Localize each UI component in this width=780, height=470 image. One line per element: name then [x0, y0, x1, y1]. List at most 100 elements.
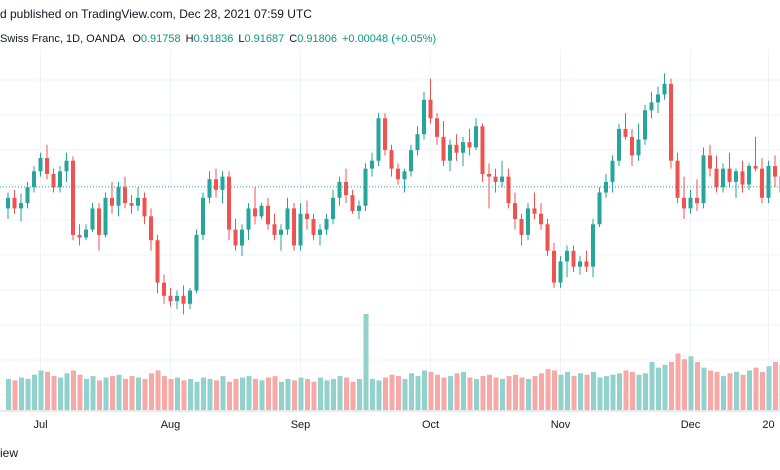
candle-body [454, 144, 459, 153]
volume-bar [12, 380, 18, 410]
candle-body [220, 176, 225, 190]
volume-bar [149, 373, 154, 410]
candle-body [370, 160, 374, 169]
candle-body [526, 208, 530, 235]
candle-body [240, 229, 244, 246]
candle-body [760, 168, 764, 198]
candle-body [136, 197, 140, 206]
candle-body [207, 179, 212, 198]
volume-bar [415, 376, 421, 410]
volume-bar [6, 378, 11, 410]
candle-body [253, 208, 257, 217]
volume-bar [441, 377, 447, 410]
candle-body [415, 134, 420, 151]
volume-bar [188, 378, 193, 410]
volume-bar [71, 370, 76, 410]
candle-body [474, 126, 478, 148]
candle-body [441, 136, 446, 161]
volume-bar [428, 371, 434, 410]
candle-body [285, 208, 290, 230]
candle-body [480, 126, 485, 174]
candle-body [259, 205, 264, 217]
volume-bar [376, 380, 382, 410]
candle-body [363, 168, 368, 206]
volume-bar [207, 378, 213, 410]
volume-bar [116, 374, 122, 410]
candle-body [123, 187, 127, 204]
volume-bar [558, 374, 564, 410]
volume-bar [487, 374, 492, 410]
volume-bar [337, 376, 343, 410]
candle-body [149, 216, 153, 241]
candle-body [448, 144, 452, 161]
candle-body [51, 173, 56, 188]
open-label: O [132, 33, 141, 45]
candle-body [565, 250, 569, 262]
candle-body [168, 295, 173, 302]
close-value: 0.91806 [297, 33, 337, 45]
volume-bar [58, 377, 63, 410]
candle-body [623, 128, 628, 137]
volume-bar [389, 374, 395, 410]
volume-bar [636, 374, 642, 410]
volume-bar [610, 374, 616, 410]
x-tick-label: Nov [551, 419, 571, 431]
volume-bar [591, 371, 596, 410]
candle-body [396, 168, 400, 180]
volume-bar [623, 370, 629, 410]
volume-bar [740, 374, 746, 410]
volume-bar [311, 381, 317, 410]
volume-bar [155, 370, 161, 410]
candle-body [227, 176, 231, 230]
volume-bar [227, 381, 232, 410]
candle-body [97, 208, 101, 235]
candle-body [389, 150, 394, 169]
candle-body [19, 203, 23, 209]
candle-body [58, 171, 62, 188]
candle-body [103, 197, 108, 235]
volume-bar [545, 369, 551, 410]
volume-bar [220, 376, 226, 410]
candle-body [32, 171, 36, 188]
candle-body [721, 168, 725, 188]
volume-bar [584, 374, 590, 410]
volume-bar [597, 377, 603, 410]
candle-body [409, 150, 413, 172]
candle-body [188, 290, 192, 304]
candle-body [493, 176, 498, 182]
volume-bar [318, 377, 323, 410]
volume-bar [266, 377, 271, 410]
candle-body [116, 187, 121, 206]
close-label: C [289, 33, 298, 45]
volume-bar [19, 377, 24, 410]
candle-body [591, 224, 595, 267]
candle-body [292, 208, 296, 246]
candle-body [305, 213, 309, 219]
candle-body [110, 197, 114, 206]
volume-bar [753, 367, 759, 410]
candle-body [142, 197, 147, 217]
candle-body [84, 229, 88, 238]
volume-bar [331, 378, 336, 410]
volume-bar [701, 367, 707, 410]
volume-bar [578, 373, 583, 410]
volume-bar [32, 374, 37, 410]
volume-bar [110, 376, 115, 410]
volume-bar [493, 377, 499, 410]
time-axis: Jul Aug Sep Oct Nov Dec 20 [33, 419, 774, 431]
candle-body [610, 160, 615, 182]
candle-body [214, 179, 218, 190]
candle-body [318, 229, 322, 235]
volume-bar [532, 376, 538, 410]
volume-bar [363, 314, 369, 410]
volume-bar [571, 376, 577, 410]
volume-bar [409, 373, 414, 410]
candle-body [649, 102, 654, 111]
candle-body [506, 176, 511, 204]
volume-bar [539, 373, 544, 410]
symbol-label: Swiss Franc, 1D, OANDA [0, 33, 126, 45]
candle-body [695, 197, 699, 204]
volume-bar [168, 378, 174, 410]
candle-body [701, 155, 706, 204]
